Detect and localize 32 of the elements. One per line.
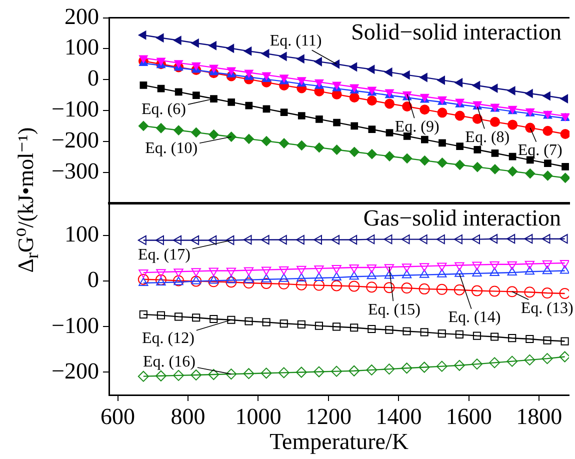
y-tick-label: 0 (88, 66, 99, 91)
y-tick-label: 0 (88, 267, 99, 292)
annotation: Eq. (17) (138, 246, 190, 264)
y-tick-label: −100 (52, 312, 99, 338)
annotation: Eq. (9) (394, 118, 440, 136)
x-tick-label: 800 (170, 404, 206, 429)
annotation: Eq. (7) (518, 142, 562, 160)
x-tick-label: 1000 (235, 404, 282, 429)
annotation: Eq. (11) (270, 32, 322, 50)
x-axis-title: Temperature/K (270, 429, 409, 454)
y-tick-label: −100 (52, 96, 99, 122)
annotation: Eq. (10) (145, 140, 198, 157)
x-tick-label: 1800 (516, 404, 562, 429)
y-tick-label: 100 (64, 34, 99, 60)
x-tick-label: 1200 (305, 404, 352, 429)
x-tick-label: 600 (100, 404, 136, 429)
y-tick-label: −200 (52, 127, 99, 152)
annotation: Eq. (13) (520, 300, 574, 317)
annotation: Eq. (12) (142, 330, 194, 348)
chart-title: Solid−solid interaction (351, 19, 562, 44)
y-tick-label: −200 (52, 358, 99, 384)
y-tick-label: 200 (64, 4, 99, 29)
annotation: Eq. (16) (142, 353, 196, 370)
x-tick-label: 1600 (446, 404, 492, 429)
annotation: Eq. (15) (368, 301, 420, 318)
chart-title: Gas−solid interaction (363, 205, 562, 230)
y-tick-label: 100 (64, 222, 99, 247)
annotation: Eq. (6) (142, 100, 186, 118)
y-tick-label: −300 (52, 158, 99, 184)
x-tick-label: 1400 (376, 404, 422, 429)
annotation: Eq. (8) (465, 128, 510, 146)
annotation: Eq. (14) (448, 309, 501, 326)
